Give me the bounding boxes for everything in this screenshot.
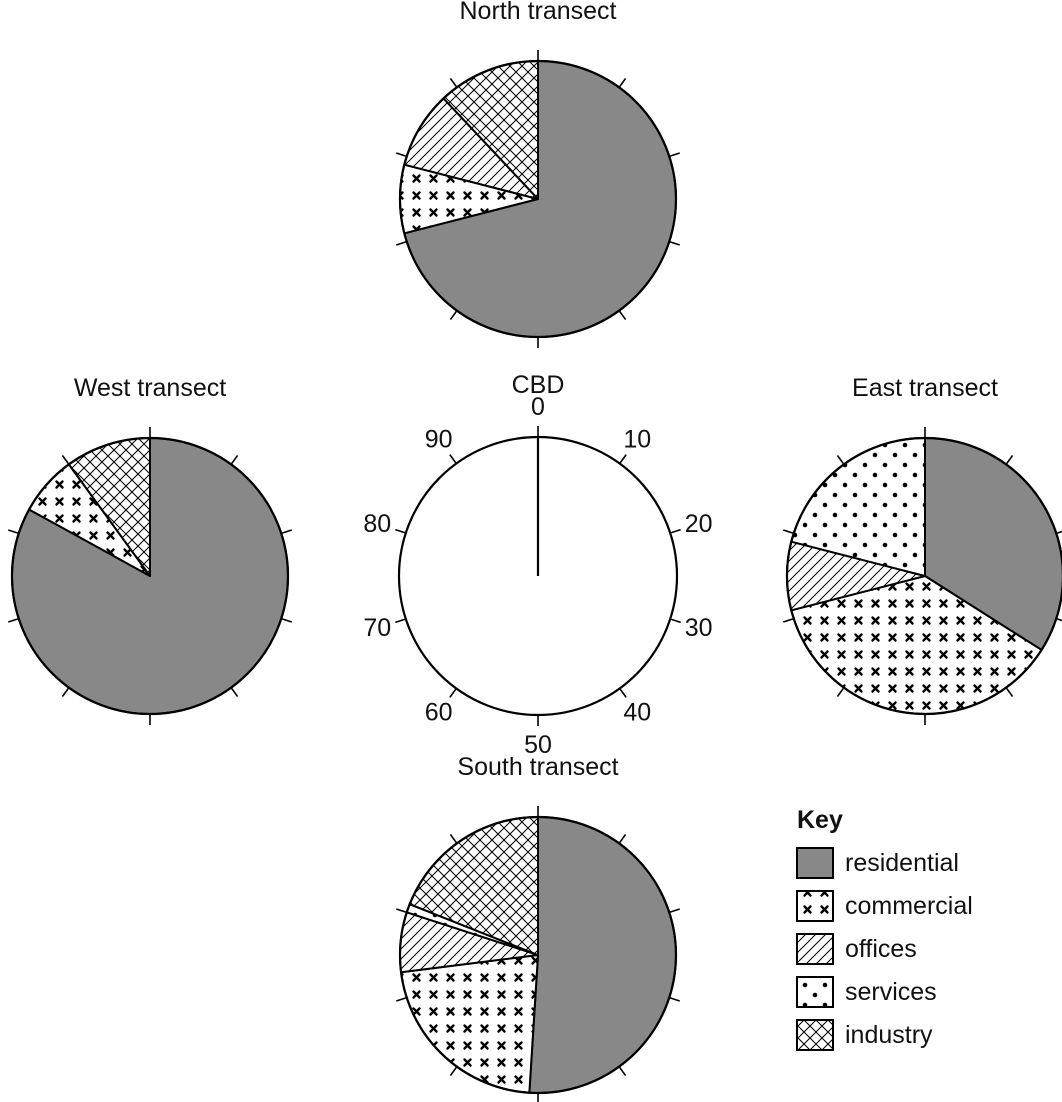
legend-item-residential: residential [796,847,959,879]
south-transect-pie: South transect [396,753,680,1102]
north-tick [618,77,627,88]
south-slice-commercial [400,954,539,1094]
legend-swatch-residential [796,847,834,879]
pies-layer: North transect West transect East transect… [8,0,1062,1102]
legend-swatch-services [796,976,834,1008]
legend-swatch-commercial [796,890,834,922]
west-tick [8,529,20,535]
dial-tick [395,528,407,534]
dial-tick-label: 80 [363,510,391,538]
south-tick [668,908,680,914]
legend-label: industry [845,1021,933,1049]
east-tick [1055,617,1062,622]
dial-tick [619,454,627,465]
west-tick [280,529,292,535]
cbd-label: CBD [512,371,565,399]
legend-title: Key [797,806,843,834]
south-tick [449,833,458,844]
legend-item-offices: offices [796,933,917,965]
south-tick [668,996,680,1002]
legend-item-commercial: commercial [796,890,973,922]
dial-tick-label: 90 [425,425,453,453]
west-tick [280,617,292,623]
dial-tick-label: 30 [685,614,713,642]
legend-label: commercial [845,892,973,920]
east-tick [836,687,845,698]
dial-tick [619,687,627,698]
north-tick [618,310,627,321]
west-tick [61,687,70,698]
west-tick [8,617,20,623]
south-tick [396,908,408,914]
east-transect-title: East transect [852,374,998,402]
dial-tick [449,454,457,465]
east-tick [1055,530,1062,535]
west-tick [230,687,239,698]
dial-tick-label: 50 [524,731,552,759]
north-transect-pie: North transect [396,0,680,348]
dial-tick-label: 60 [425,699,453,727]
south-tick [618,1066,627,1077]
north-tick [668,152,680,158]
east-tick [836,454,845,465]
north-tick [668,240,680,246]
legend-swatch-offices [796,933,834,965]
legend-label: offices [845,935,917,963]
legend-label: services [845,978,937,1006]
south-tick [449,1066,458,1077]
legend-item-industry: industry [796,1019,933,1051]
west-transect-pie: West transect [8,374,292,725]
north-tick [396,240,408,246]
east-tick [783,617,795,623]
dial-tick [669,618,681,624]
south-tick [396,996,408,1002]
legend-label: residential [845,849,959,877]
north-transect-title: North transect [459,0,616,25]
legend-item-services: services [796,976,937,1008]
north-tick [449,310,458,321]
dial-tick [449,687,457,698]
south-slice-residential [528,816,677,1094]
east-tick [783,529,795,535]
dial-tick [395,618,407,624]
dial-tick-label: 40 [623,699,651,727]
dial-tick [669,528,681,534]
east-tick [1005,687,1014,698]
east-tick [1005,454,1014,465]
north-tick [396,152,408,158]
west-transect-title: West transect [74,374,226,402]
legend-swatch-industry [796,1019,834,1051]
north-tick [449,77,458,88]
east-transect-pie: East transect [783,374,1062,725]
south-transect-title: South transect [457,753,618,781]
dial-tick-label: 20 [685,510,713,538]
dial-tick-label: 10 [623,425,651,453]
south-tick [618,833,627,844]
dial-tick-label: 0 [531,393,545,421]
dial-tick-label: 70 [363,614,391,642]
west-tick [230,454,239,465]
west-tick [61,454,70,465]
